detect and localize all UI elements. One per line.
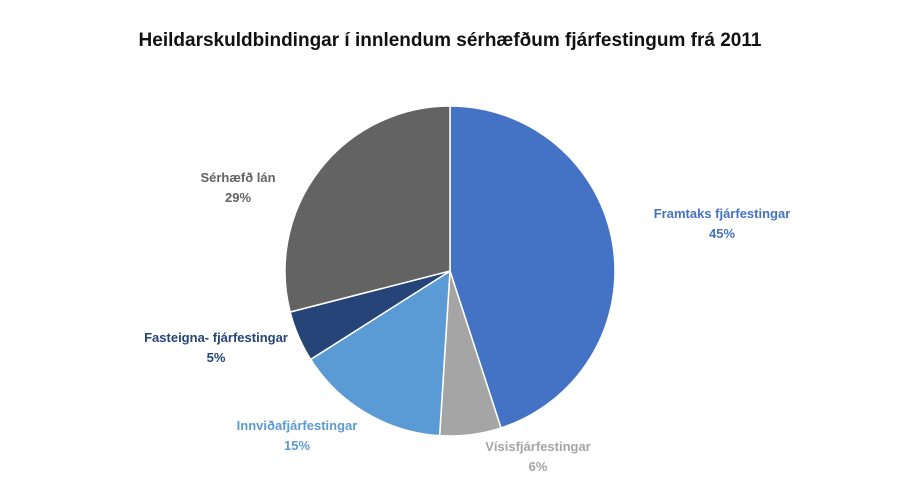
chart-title: Heildarskuldbindingar í innlendum sérhæf… [138,30,762,51]
slice-name-label: Innviðafjárfestingar [237,418,358,433]
pie-slice [309,269,451,437]
slice-name-label: Sérhæfð lán [200,170,275,185]
pie-labels: Framtaks fjárfestingar 45% Vísisfjárfestin… [144,170,790,474]
pie-slice [449,105,616,429]
slice-name-label: Framtaks fjárfestingar [654,206,791,221]
slice-name-label: Vísisfjárfestingar [485,439,591,454]
pie-slices [284,105,616,437]
slice-value-label: 6% [529,459,548,474]
slice-value-label: 45% [709,226,735,241]
slice-name-label: Fasteigna- fjárfestingar [144,330,288,345]
pie-slice [284,105,451,313]
slice-value-label: 29% [225,190,251,205]
slice-value-label: 15% [284,438,310,453]
slice-value-label: 5% [207,350,226,365]
